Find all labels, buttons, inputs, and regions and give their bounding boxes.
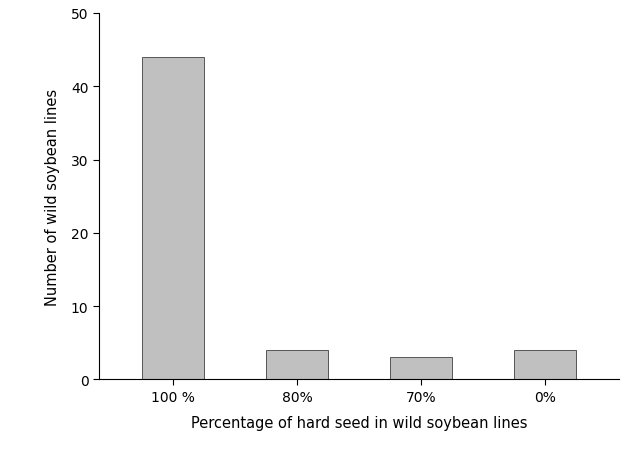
X-axis label: Percentage of hard seed in wild soybean lines: Percentage of hard seed in wild soybean … bbox=[191, 415, 527, 430]
Bar bbox=[266, 350, 328, 380]
Bar bbox=[142, 58, 204, 380]
Bar bbox=[390, 358, 452, 380]
Y-axis label: Number of wild soybean lines: Number of wild soybean lines bbox=[45, 88, 60, 305]
Bar bbox=[514, 350, 575, 380]
